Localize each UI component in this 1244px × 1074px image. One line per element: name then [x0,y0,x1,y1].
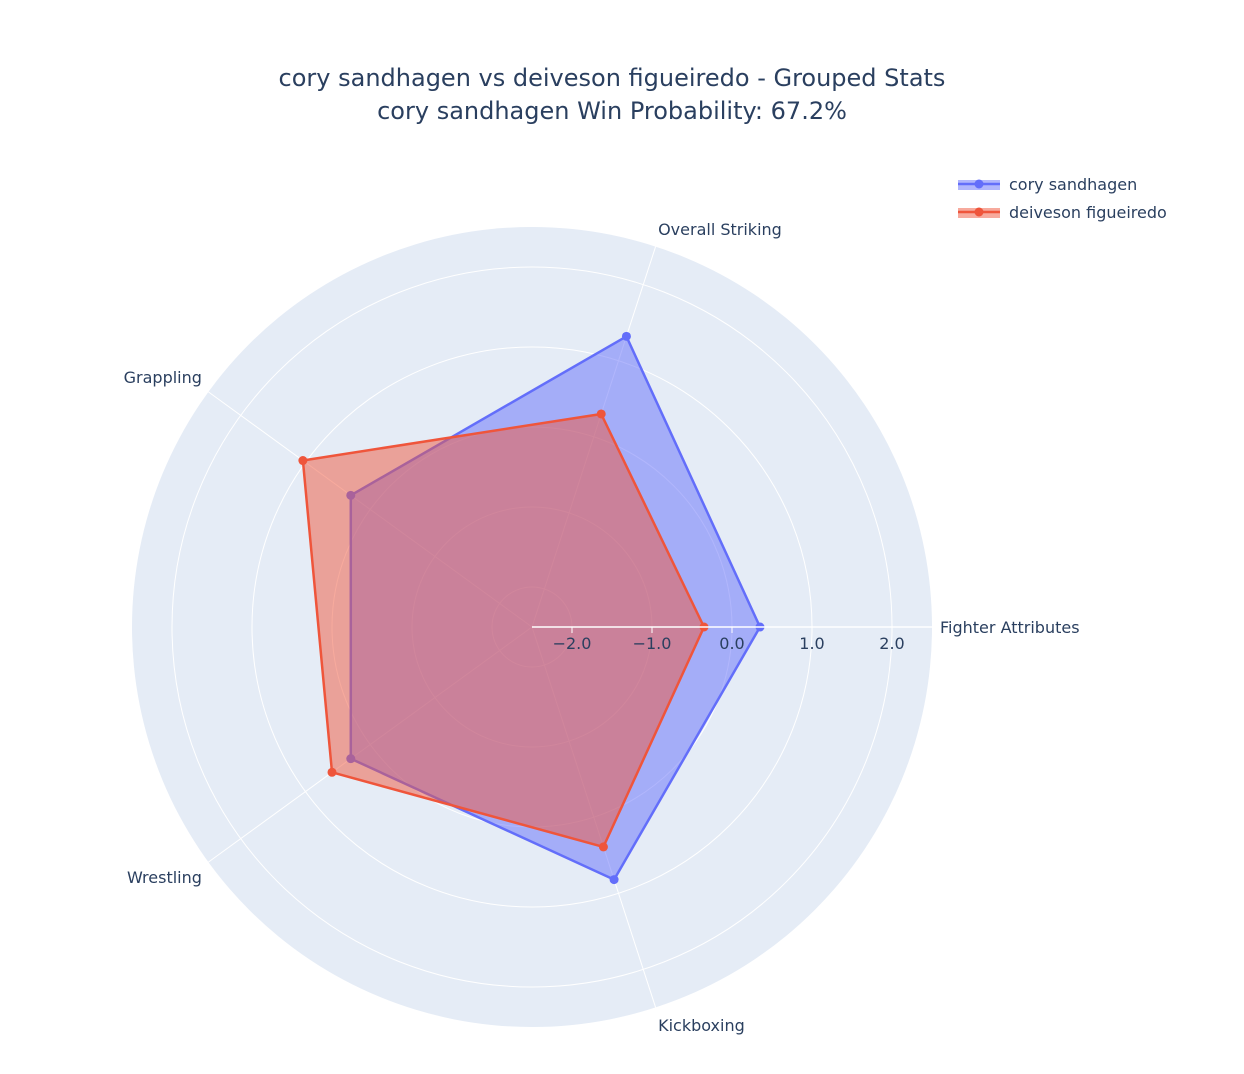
radial-ticks: −2.0 −1.0 0.0 1.0 2.0 [532,626,932,653]
data-point-deiveson-figueiredo-3 [327,767,337,777]
legend[interactable]: cory sandhagen deiveson figueiredo [958,175,1167,222]
series-area-deiveson-figueiredo [301,412,706,849]
chart-subtitle: cory sandhagen Win Probability: 67.2% [377,97,847,125]
axis-label-4: Kickboxing [658,1016,745,1035]
data-point-cory-sandhagen-4 [609,875,619,885]
radial-tick-label-0: −2.0 [553,634,592,653]
axis-label-1: Overall Striking [658,220,782,239]
axis-label-0: Fighter Attributes [940,618,1080,637]
legend-item-deiveson-figueiredo[interactable]: deiveson figueiredo [958,203,1167,222]
legend-item-cory-sandhagen[interactable]: cory sandhagen [958,175,1137,194]
data-point-deiveson-figueiredo-1 [596,409,606,419]
data-point-deiveson-figueiredo-4 [598,842,608,852]
data-point-deiveson-figueiredo-2 [298,456,308,466]
legend-marker-cory-sandhagen [974,179,984,189]
legend-label-deiveson-figueiredo: deiveson figueiredo [1009,203,1167,222]
data-point-cory-sandhagen-1 [621,331,631,341]
legend-label-cory-sandhagen: cory sandhagen [1009,175,1137,194]
radial-tick-label-1: −1.0 [633,634,672,653]
radial-tick-label-2: 0.0 [719,634,744,653]
legend-marker-deiveson-figueiredo [974,207,984,217]
radial-tick-label-3: 1.0 [799,634,824,653]
angular-axis-labels: Fighter Attributes Overall Striking Grappl… [124,220,1080,1035]
axis-label-3: Wrestling [127,868,202,887]
chart-title: cory sandhagen vs deiveson figueiredo - … [279,64,946,92]
axis-label-2: Grappling [124,368,202,387]
series-layer [298,331,765,885]
radial-tick-label-4: 2.0 [879,634,904,653]
